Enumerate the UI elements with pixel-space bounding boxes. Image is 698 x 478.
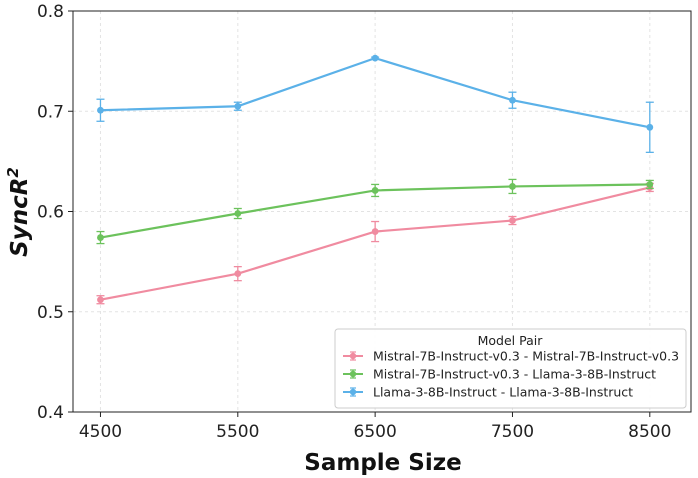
- data-point: [97, 234, 104, 241]
- data-point: [509, 217, 516, 224]
- legend-label: Mistral-7B-Instruct-v0.3 - Mistral-7B-In…: [373, 349, 679, 364]
- legend-items: Mistral-7B-Instruct-v0.3 - Mistral-7B-In…: [343, 349, 679, 400]
- series-3: [96, 54, 654, 154]
- data-point: [371, 187, 379, 194]
- legend-marker: [349, 388, 357, 396]
- x-tick-label: 4500: [79, 422, 122, 442]
- x-axis-ticks: 4500 5500 6500 7500 8500: [79, 412, 671, 442]
- legend-box: [334, 328, 687, 409]
- data-point: [234, 102, 242, 110]
- plot-frame: [72, 10, 692, 413]
- y-tick-label: 0.6: [37, 203, 64, 223]
- data-point: [371, 54, 379, 62]
- legend-label: Mistral-7B-Instruct-v0.3 - Llama-3-8B-In…: [373, 367, 656, 382]
- series-group: [96, 54, 654, 305]
- legend-marker: [349, 352, 357, 360]
- data-point: [646, 123, 654, 131]
- y-tick-label: 0.4: [37, 403, 64, 423]
- x-tick-label: 8500: [628, 422, 671, 442]
- legend-marker: [349, 370, 357, 378]
- legend-label: Llama-3-8B-Instruct - Llama-3-8B-Instruc…: [373, 385, 633, 400]
- data-point: [234, 210, 242, 217]
- legend-item: Mistral-7B-Instruct-v0.3 - Mistral-7B-In…: [343, 349, 679, 364]
- legend-item: Mistral-7B-Instruct-v0.3 - Llama-3-8B-In…: [343, 367, 656, 382]
- data-point: [646, 181, 654, 188]
- x-tick-label: 6500: [354, 422, 397, 442]
- legend-item: Llama-3-8B-Instruct - Llama-3-8B-Instruc…: [343, 385, 633, 400]
- data-point: [97, 106, 104, 114]
- x-tick-label: 5500: [216, 422, 259, 442]
- series-1: [96, 182, 654, 305]
- legend-title: Model Pair: [478, 333, 544, 348]
- x-axis-title: Sample Size: [304, 450, 461, 476]
- series-line: [100, 56, 651, 129]
- legend: Model Pair Mistral-7B-Instruct-v0.3 - Mi…: [334, 328, 687, 409]
- data-point: [509, 96, 516, 104]
- data-point: [97, 296, 104, 304]
- y-axis-title-superscript: 2: [4, 167, 22, 177]
- data-point: [234, 270, 242, 278]
- data-point: [371, 228, 379, 235]
- y-axis-title-main: SyncR: [7, 178, 33, 257]
- y-axis-title: SyncR2: [4, 167, 33, 257]
- series-2: [96, 178, 654, 245]
- y-axis-ticks: 0.4 0.5 0.6 0.7 0.8: [37, 2, 73, 423]
- y-tick-label: 0.5: [37, 303, 64, 323]
- y-tick-label: 0.7: [37, 102, 64, 122]
- y-tick-label: 0.8: [37, 2, 64, 22]
- x-tick-label: 7500: [491, 422, 534, 442]
- data-point: [509, 183, 516, 190]
